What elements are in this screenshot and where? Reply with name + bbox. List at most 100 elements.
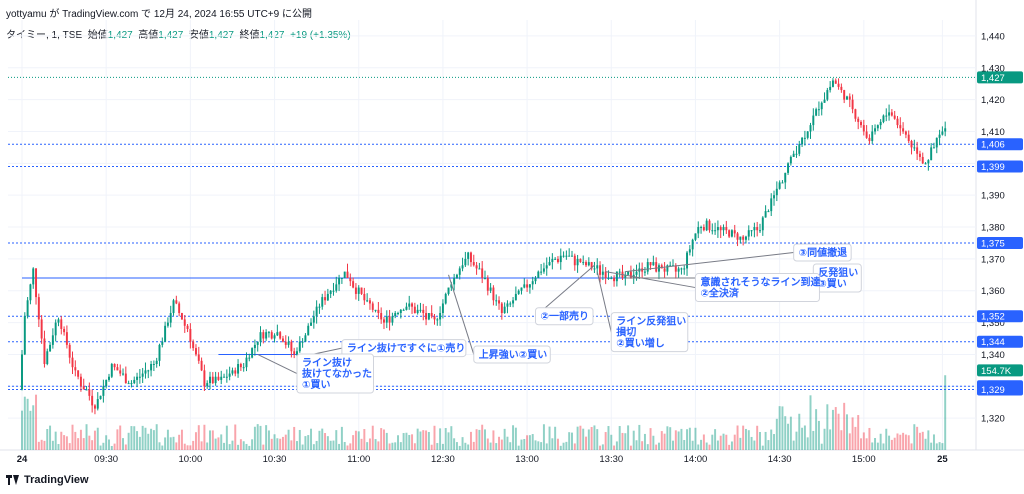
candle-body — [551, 258, 554, 263]
volume-bar — [795, 431, 798, 450]
candle-body — [318, 306, 321, 308]
volume-bar — [133, 426, 136, 450]
volume-bar — [927, 430, 930, 450]
volume-bar — [913, 424, 916, 450]
volume-bar — [321, 428, 324, 450]
tradingview-logo-icon — [6, 475, 20, 485]
candle-body — [374, 309, 377, 311]
volume-bar — [284, 434, 287, 450]
candle-body — [761, 217, 764, 231]
candle-body — [239, 364, 242, 368]
volume-bar — [290, 440, 293, 450]
candle-body — [817, 109, 820, 111]
volume-bar — [26, 398, 29, 450]
candle-body — [860, 121, 862, 126]
y-tick-label: 1,430 — [981, 63, 1005, 74]
annotation-pointer — [448, 274, 475, 355]
candle-body — [514, 293, 517, 301]
volume-bar — [773, 434, 776, 450]
volume-bar — [57, 444, 60, 450]
candle-body — [680, 268, 683, 270]
candle-body — [220, 376, 223, 380]
volume-bar — [677, 431, 680, 450]
volume-bar — [374, 439, 377, 450]
candle-body — [719, 227, 722, 231]
volume-bar — [293, 426, 296, 450]
candle-body — [624, 274, 627, 278]
candle-body — [848, 96, 851, 100]
volume-bar — [436, 443, 439, 450]
candle-body — [868, 137, 871, 142]
candle-body — [270, 332, 273, 339]
candle-body — [248, 357, 251, 359]
candle-body — [744, 236, 747, 240]
y-tick-label: 1,350 — [981, 318, 1005, 329]
volume-bar — [896, 433, 899, 450]
volume-bar — [674, 430, 677, 450]
candle-body — [509, 303, 512, 305]
candle-body — [722, 227, 725, 231]
volume-bar — [528, 435, 531, 450]
volume-bar — [144, 427, 147, 450]
volume-bar — [287, 429, 290, 450]
candle-body — [520, 287, 523, 291]
candlesticks — [21, 78, 947, 415]
volume-bar — [829, 429, 832, 450]
candle-body — [180, 313, 183, 320]
candle-body — [399, 309, 402, 314]
volume-bar — [360, 438, 363, 450]
volume-bar — [585, 436, 588, 450]
volume-bar — [338, 443, 341, 450]
volume-bar — [77, 438, 80, 450]
annotation-box — [341, 339, 467, 358]
candle-body — [178, 303, 181, 314]
volume-bar — [686, 429, 689, 450]
volume-bar — [798, 413, 801, 450]
candle-body — [23, 316, 26, 355]
volume-bar — [110, 445, 113, 450]
annotation-box — [535, 307, 594, 326]
candle-body — [253, 344, 256, 349]
volume-bar — [408, 434, 411, 450]
volume-bar — [108, 439, 110, 450]
volume-bar — [874, 438, 877, 450]
candle-body — [340, 278, 343, 279]
volume-bar — [739, 437, 742, 450]
x-tick-label: 14:00 — [684, 454, 708, 465]
volume-bar — [211, 430, 214, 450]
volume-bar — [571, 432, 573, 450]
volume-bar — [402, 433, 405, 450]
candle-body — [183, 319, 186, 326]
volume-bar — [427, 431, 430, 450]
volume-bar — [514, 427, 517, 450]
candle-body — [893, 115, 896, 119]
annotation-box — [793, 243, 852, 262]
volume-bar — [113, 443, 116, 450]
volume-bar — [500, 439, 503, 450]
candle-body — [51, 335, 54, 345]
volume-bar — [51, 440, 54, 450]
candle-body — [506, 303, 509, 307]
candle-body — [789, 156, 792, 164]
candle-body — [542, 268, 545, 272]
candle-body — [930, 147, 933, 161]
price-tag-label: 1,375 — [981, 238, 1005, 249]
volume-bar — [579, 425, 582, 450]
volume-bar — [725, 434, 728, 450]
volume-bar — [99, 445, 102, 450]
y-tick-label: 1,340 — [981, 350, 1005, 361]
volume-bar — [253, 426, 256, 450]
annotation-box — [610, 312, 689, 353]
candle-body — [526, 284, 529, 288]
candle-body — [728, 230, 731, 237]
dotted-levels — [8, 76, 976, 390]
volume-bar — [46, 428, 49, 450]
volume-bar — [545, 443, 548, 450]
candle-body — [290, 341, 293, 352]
volume-bar — [189, 445, 192, 450]
volume-bar — [447, 432, 450, 450]
volume-bar — [40, 439, 43, 450]
volume-bar — [262, 444, 265, 450]
candle-body — [166, 322, 169, 326]
